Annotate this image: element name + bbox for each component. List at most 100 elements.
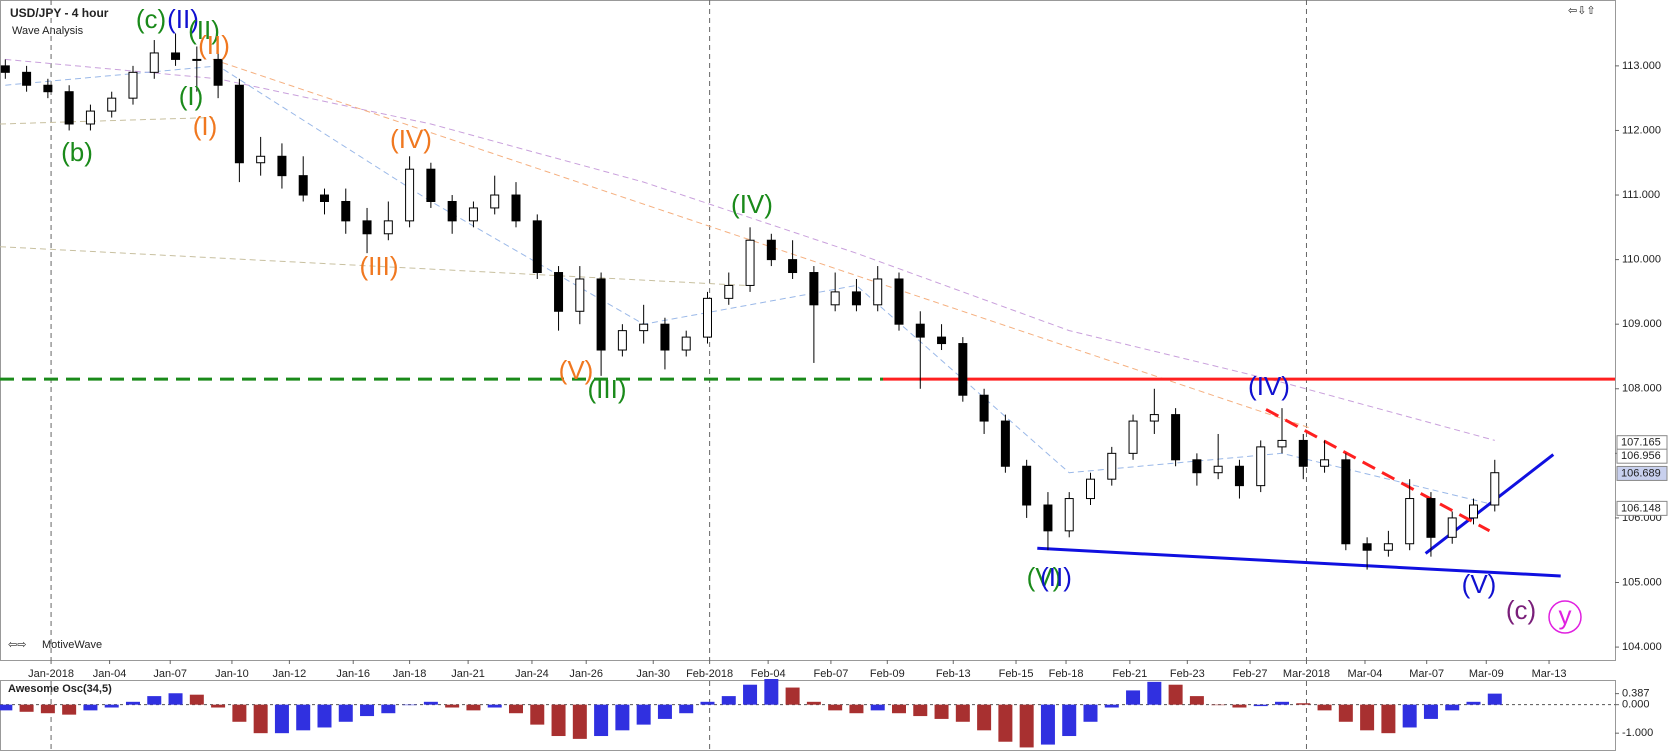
oscillator-bar bbox=[274, 704, 289, 734]
trend-line bbox=[5, 58, 1495, 441]
oscillator-bar bbox=[1487, 693, 1502, 705]
candle-body bbox=[1426, 498, 1436, 538]
candle-body bbox=[511, 194, 521, 222]
wave-label: (IV) bbox=[731, 189, 773, 219]
oscillator-bar bbox=[657, 704, 672, 719]
oscillator-bar bbox=[1168, 684, 1183, 705]
oscillator-bar bbox=[594, 704, 609, 737]
candle-body bbox=[447, 200, 457, 222]
oscillator-bar bbox=[211, 704, 226, 708]
oscillator-bar bbox=[870, 704, 885, 711]
candle-body bbox=[851, 291, 861, 306]
wave-label: (V) bbox=[1027, 562, 1062, 592]
candle-body bbox=[1405, 498, 1415, 545]
oscillator-bar bbox=[338, 704, 353, 722]
wave-label: (b) bbox=[61, 137, 93, 167]
window-controls[interactable]: ⇦⇩⇧ bbox=[1568, 5, 1596, 17]
price-marker bbox=[1616, 465, 1668, 481]
oscillator-bar bbox=[572, 704, 587, 739]
candle-body bbox=[234, 84, 244, 164]
candle-body bbox=[1000, 420, 1010, 467]
oscillator-bar bbox=[998, 704, 1013, 742]
oscillator-bar bbox=[977, 704, 992, 731]
price-marker-label: 106.956 bbox=[1621, 450, 1661, 462]
x-tick-label: Mar-09 bbox=[1469, 668, 1504, 680]
candle-body bbox=[788, 259, 798, 274]
oscillator-bar bbox=[891, 704, 906, 714]
trend-line bbox=[1265, 408, 1491, 533]
trend-line bbox=[0, 246, 745, 286]
candle-body bbox=[468, 207, 478, 222]
trend-line bbox=[212, 58, 1309, 428]
x-tick-label: Jan-2018 bbox=[28, 668, 74, 680]
y-tick-label: 0.387 bbox=[1622, 688, 1650, 700]
wave-label: (IV) bbox=[1248, 371, 1290, 401]
candle-body bbox=[1085, 478, 1095, 500]
candle-body bbox=[490, 194, 500, 209]
oscillator-bar bbox=[530, 704, 545, 725]
nav-icon[interactable]: ⇦⇨ bbox=[8, 639, 26, 651]
candle-body bbox=[64, 91, 74, 125]
candle-body bbox=[1213, 465, 1223, 474]
wave-label: (I) bbox=[179, 81, 204, 111]
oscillator-bar bbox=[1253, 704, 1268, 707]
candle-body bbox=[319, 194, 329, 202]
candle-body bbox=[1171, 414, 1181, 461]
candle-body bbox=[213, 58, 223, 86]
oscillator-bar bbox=[1232, 704, 1247, 708]
candle-body bbox=[1277, 439, 1287, 448]
oscillator-bar bbox=[189, 694, 204, 705]
x-tick-label: Jan-30 bbox=[636, 668, 670, 680]
candle-body bbox=[1149, 414, 1159, 422]
oscillator-bar bbox=[253, 704, 268, 734]
oscillator-bar bbox=[40, 704, 55, 714]
candle-body bbox=[809, 272, 819, 306]
wave-label: (II) bbox=[167, 4, 199, 34]
candle-body bbox=[873, 278, 883, 306]
wave-label: y bbox=[1559, 600, 1572, 630]
candle-body bbox=[554, 272, 564, 312]
candle-body bbox=[128, 71, 138, 99]
oscillator-bar bbox=[1360, 704, 1375, 731]
y-tick-label: 109.000 bbox=[1622, 318, 1662, 330]
x-tick-label: Feb-15 bbox=[999, 668, 1034, 680]
candle-body bbox=[745, 239, 755, 286]
price-panel bbox=[0, 0, 1616, 661]
x-tick-label: Jan-18 bbox=[393, 668, 427, 680]
oscillator-bar bbox=[125, 701, 140, 705]
candle-body bbox=[85, 110, 95, 125]
wave-label: (c) bbox=[1506, 595, 1536, 625]
oscillator-bar bbox=[62, 704, 77, 715]
oscillator-bar bbox=[615, 704, 630, 731]
oscillator-bar bbox=[934, 704, 949, 719]
candle-body bbox=[1107, 452, 1117, 480]
oscillator-bar bbox=[360, 704, 375, 717]
wave-label: (III) bbox=[360, 251, 399, 281]
x-tick-label: Feb-23 bbox=[1170, 668, 1205, 680]
wave-label: (IV) bbox=[390, 124, 432, 154]
x-tick-label: Feb-07 bbox=[813, 668, 848, 680]
x-tick-label: Feb-18 bbox=[1049, 668, 1084, 680]
y-tick-label: 110.000 bbox=[1622, 254, 1661, 266]
oscillator-bar bbox=[317, 704, 332, 728]
oscillator-bar bbox=[423, 701, 438, 705]
x-tick-label: Mar-2018 bbox=[1283, 668, 1330, 680]
x-tick-label: Mar-07 bbox=[1409, 668, 1444, 680]
oscillator-bar bbox=[1445, 704, 1460, 711]
candle-body bbox=[426, 168, 436, 202]
oscillator-bar bbox=[487, 704, 502, 708]
candle-body bbox=[1064, 498, 1074, 532]
oscillator-bar bbox=[764, 679, 779, 705]
wave-label: (II) bbox=[1040, 562, 1072, 592]
trend-line bbox=[1424, 453, 1555, 555]
price-marker bbox=[1616, 500, 1668, 516]
oscillator-bar bbox=[1466, 701, 1481, 705]
oscillator-bar bbox=[1062, 704, 1077, 737]
candle-body bbox=[362, 220, 372, 235]
trend-line bbox=[1037, 546, 1561, 578]
x-tick-label: Mar-13 bbox=[1532, 668, 1567, 680]
y-tick-label: 111.000 bbox=[1622, 189, 1660, 201]
candle-body bbox=[702, 297, 712, 338]
oscillator-bar bbox=[445, 704, 460, 708]
